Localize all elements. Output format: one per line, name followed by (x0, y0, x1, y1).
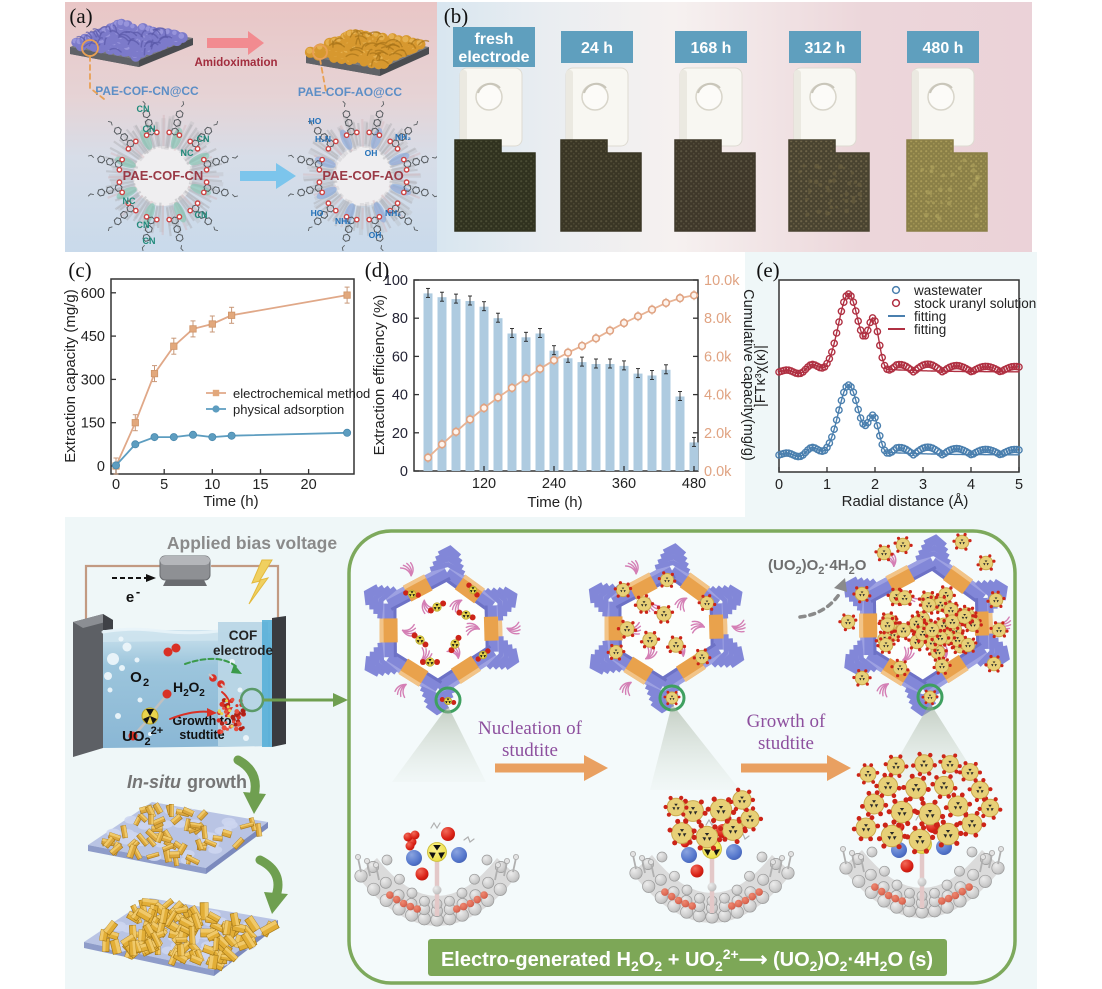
svg-text:80: 80 (392, 311, 408, 327)
svg-text:Radial distance (Å): Radial distance (Å) (842, 493, 969, 510)
svg-text:Amidoximation: Amidoximation (194, 57, 277, 69)
svg-text:O: O (189, 679, 200, 695)
svg-text:4: 4 (967, 477, 975, 493)
svg-text:Time (h): Time (h) (203, 493, 258, 510)
svg-text:Cumulative capacity(mg/g): Cumulative capacity(mg/g) (740, 289, 756, 461)
svg-text:5: 5 (160, 477, 168, 493)
svg-text:stock uranyl solution: stock uranyl solution (914, 296, 1036, 311)
svg-text:360: 360 (612, 476, 636, 492)
svg-text:NH₂: NH₂ (395, 132, 411, 142)
svg-text:growth: growth (187, 772, 247, 792)
svg-text:NC: NC (181, 148, 194, 158)
svg-text:Electro-generated H2O2 + UO22+: Electro-generated H2O2 + UO22+⟶ (UO2)O2·… (441, 946, 933, 974)
svg-text:O: O (130, 669, 142, 686)
svg-text:3: 3 (919, 477, 927, 493)
svg-text:fitting: fitting (914, 322, 946, 337)
svg-text:2: 2 (183, 688, 189, 699)
svg-text:studtite: studtite (502, 740, 558, 761)
svg-text:PAE-COF-CN@CC: PAE-COF-CN@CC (95, 84, 199, 98)
svg-text:physical adsorption: physical adsorption (233, 402, 344, 417)
svg-text:2: 2 (871, 477, 879, 493)
svg-text:-: - (136, 584, 140, 599)
svg-text:100: 100 (384, 273, 408, 289)
svg-text:PAE-COF-CN: PAE-COF-CN (123, 168, 204, 183)
svg-text:(a): (a) (69, 4, 92, 28)
svg-text:COF: COF (229, 628, 258, 643)
svg-text:240: 240 (542, 476, 566, 492)
svg-text:120: 120 (472, 476, 496, 492)
svg-text:(d): (d) (365, 258, 390, 282)
svg-text:10: 10 (204, 477, 220, 493)
svg-text:0: 0 (400, 464, 408, 480)
svg-text:studtite: studtite (758, 733, 814, 754)
svg-text:In-situ: In-situ (127, 772, 181, 792)
svg-text:NH₂: NH₂ (335, 216, 351, 226)
svg-text:0: 0 (112, 477, 120, 493)
svg-text:15: 15 (252, 477, 268, 493)
svg-text:150: 150 (81, 416, 105, 432)
svg-text:H: H (173, 679, 183, 695)
svg-text:Growth of: Growth of (747, 711, 826, 732)
svg-text:312 h: 312 h (805, 40, 846, 57)
svg-text:PAE-COF-AO: PAE-COF-AO (322, 168, 403, 183)
svg-text:CN: CN (197, 134, 210, 144)
svg-text:(c): (c) (68, 258, 91, 282)
svg-text:Growth to: Growth to (172, 714, 231, 728)
svg-text:fitting: fitting (914, 309, 946, 324)
svg-text:20: 20 (392, 426, 408, 442)
svg-text:HO: HO (309, 116, 322, 126)
svg-text:Applied bias voltage: Applied bias voltage (167, 533, 337, 553)
svg-text:e: e (126, 589, 134, 606)
svg-text:24 h: 24 h (581, 40, 613, 57)
svg-text:300: 300 (81, 372, 105, 388)
svg-text:OH: OH (365, 148, 378, 158)
svg-text:450: 450 (81, 329, 105, 345)
svg-text:1: 1 (823, 477, 831, 493)
svg-text:studtite: studtite (179, 728, 224, 742)
svg-text:6.0k: 6.0k (704, 349, 732, 365)
svg-text:4.0k: 4.0k (704, 388, 732, 404)
svg-text:40: 40 (392, 388, 408, 404)
svg-text:CN: CN (137, 220, 150, 230)
svg-text:(b): (b) (444, 4, 469, 28)
svg-text:Nucleation of: Nucleation of (478, 718, 583, 739)
svg-text:CN: CN (195, 210, 208, 220)
svg-text:600: 600 (81, 286, 105, 302)
svg-text:0: 0 (775, 477, 783, 493)
svg-text:electrode: electrode (213, 643, 274, 658)
svg-text:(e): (e) (756, 258, 779, 282)
svg-text:PAE-COF-AO@CC: PAE-COF-AO@CC (298, 85, 402, 99)
svg-text:CN: CN (137, 104, 150, 114)
svg-text:480: 480 (682, 476, 706, 492)
svg-text:wastewater: wastewater (913, 283, 983, 298)
svg-text:NH₂: NH₂ (385, 208, 401, 218)
svg-text:OH: OH (369, 230, 382, 240)
svg-text:|FTκ³χ(κ)|: |FTκ³χ(κ)| (753, 345, 769, 407)
svg-text:20: 20 (301, 477, 317, 493)
svg-text:NC: NC (123, 196, 136, 206)
svg-text:H₂N: H₂N (315, 134, 331, 144)
svg-text:CN: CN (143, 124, 156, 134)
svg-text:HO: HO (311, 208, 324, 218)
svg-text:Time (h): Time (h) (527, 494, 582, 511)
svg-text:2.0k: 2.0k (704, 426, 732, 442)
svg-text:2: 2 (143, 677, 149, 689)
svg-text:60: 60 (392, 349, 408, 365)
svg-text:(UO2)O2·4H2O: (UO2)O2·4H2O (768, 557, 867, 577)
svg-text:CN: CN (143, 236, 156, 246)
svg-text:fresh: fresh (474, 31, 513, 48)
svg-text:2: 2 (199, 688, 205, 699)
svg-text:168 h: 168 h (691, 40, 732, 57)
svg-text:0.0k: 0.0k (704, 464, 732, 480)
svg-text:electrode: electrode (458, 49, 529, 66)
svg-text:5: 5 (1015, 477, 1023, 493)
svg-text:0: 0 (97, 459, 105, 475)
svg-text:480 h: 480 h (923, 40, 964, 57)
svg-text:Extraction efficiency (%): Extraction efficiency (%) (371, 295, 388, 456)
svg-text:8.0k: 8.0k (704, 311, 732, 327)
svg-text:10.0k: 10.0k (704, 273, 740, 289)
svg-text:Extraction capacity (mg/g): Extraction capacity (mg/g) (62, 289, 79, 462)
svg-text:electrochemical method: electrochemical method (233, 386, 370, 401)
